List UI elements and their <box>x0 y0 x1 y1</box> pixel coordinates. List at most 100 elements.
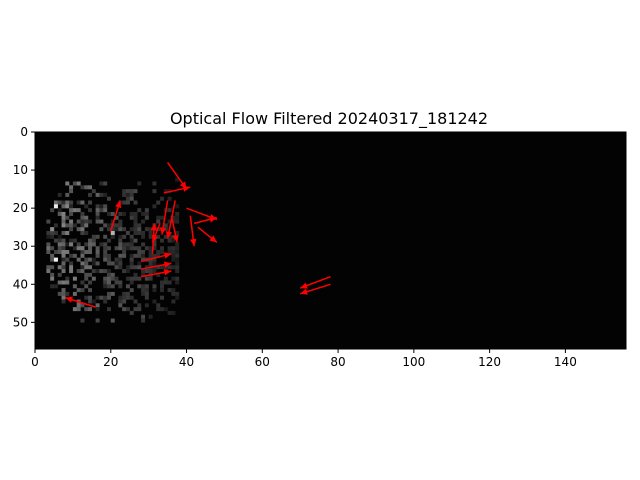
pixel <box>61 291 66 296</box>
pixel <box>95 192 100 197</box>
pixel <box>133 230 138 235</box>
pixel <box>61 246 66 251</box>
pixel <box>125 284 130 289</box>
pixel <box>46 250 51 255</box>
pixel <box>76 181 81 186</box>
pixel <box>118 257 123 262</box>
pixel <box>50 230 55 235</box>
pixel <box>163 234 168 239</box>
pixel <box>80 318 85 323</box>
chart-title: Optical Flow Filtered 20240317_181242 <box>170 109 488 129</box>
pixel <box>99 242 104 247</box>
pixel <box>167 280 172 285</box>
pixel <box>72 253 77 258</box>
flow-arrow <box>197 226 218 243</box>
pixel <box>91 276 96 281</box>
pixel <box>53 223 58 228</box>
pixel <box>175 276 180 281</box>
flow-arrow <box>193 216 218 225</box>
flow-arrow <box>163 185 191 194</box>
pixel <box>114 257 119 262</box>
pixel <box>65 250 70 255</box>
pixel <box>141 250 146 255</box>
pixel <box>95 246 100 251</box>
x-tick-label: 100 <box>402 355 425 369</box>
x-tick-label: 140 <box>554 355 577 369</box>
pixel <box>137 307 142 312</box>
pixel <box>175 215 180 220</box>
pixel <box>61 215 66 220</box>
pixel <box>175 257 180 262</box>
pixel <box>152 284 157 289</box>
pixel <box>88 272 93 277</box>
pixel <box>175 261 180 266</box>
pixel <box>163 223 168 228</box>
pixel <box>50 253 55 258</box>
pixel <box>125 200 130 205</box>
pixel <box>80 185 85 190</box>
pixel <box>103 208 108 213</box>
pixel <box>69 219 74 224</box>
arrow-head <box>300 288 308 295</box>
pixel <box>156 303 161 308</box>
pixel <box>88 192 93 197</box>
pixel <box>175 204 180 209</box>
y-tick-label: 50 <box>13 315 28 329</box>
pixel <box>61 219 66 224</box>
pixel <box>103 204 108 209</box>
pixel <box>99 181 104 186</box>
pixel <box>88 238 93 243</box>
pixel <box>152 261 157 266</box>
pixel <box>61 250 66 255</box>
pixel <box>84 223 89 228</box>
pixel <box>160 265 165 270</box>
pixel <box>175 295 180 300</box>
pixel <box>50 272 55 277</box>
arrow-head <box>172 234 179 243</box>
pixel <box>95 215 100 220</box>
pixel <box>160 246 165 251</box>
pixel <box>160 238 165 243</box>
pixel <box>110 227 115 232</box>
arrow-head <box>163 252 172 259</box>
pixel <box>144 288 149 293</box>
pixel <box>171 246 176 251</box>
pixel <box>80 215 85 220</box>
bright-pixel <box>69 265 74 270</box>
pixel <box>80 200 85 205</box>
pixel <box>118 265 123 270</box>
pixel <box>167 250 172 255</box>
pixel <box>91 269 96 274</box>
pixel <box>133 246 138 251</box>
pixel <box>76 288 81 293</box>
pixel <box>53 230 58 235</box>
pixel <box>91 257 96 262</box>
pixel <box>88 295 93 300</box>
pixel <box>84 307 89 312</box>
pixel <box>122 200 127 205</box>
pixel <box>160 215 165 220</box>
pixel <box>137 223 142 228</box>
pixel <box>106 261 111 266</box>
pixel <box>163 227 168 232</box>
pixel <box>137 265 142 270</box>
pixel <box>88 288 93 293</box>
pixel <box>84 204 89 209</box>
pixel <box>175 280 180 285</box>
pixel <box>57 291 62 296</box>
pixel <box>122 307 127 312</box>
pixel <box>167 234 172 239</box>
pixel <box>122 227 127 232</box>
flow-arrow <box>170 215 179 243</box>
pixel <box>141 253 146 258</box>
pixel <box>148 314 153 319</box>
y-tick-label: 0 <box>20 125 28 139</box>
pixel <box>57 265 62 270</box>
pixel <box>118 303 123 308</box>
flow-arrow <box>150 223 158 254</box>
pixel <box>76 242 81 247</box>
pixel <box>167 238 172 243</box>
pixel <box>133 276 138 281</box>
pixel <box>61 299 66 304</box>
pixel <box>141 230 146 235</box>
